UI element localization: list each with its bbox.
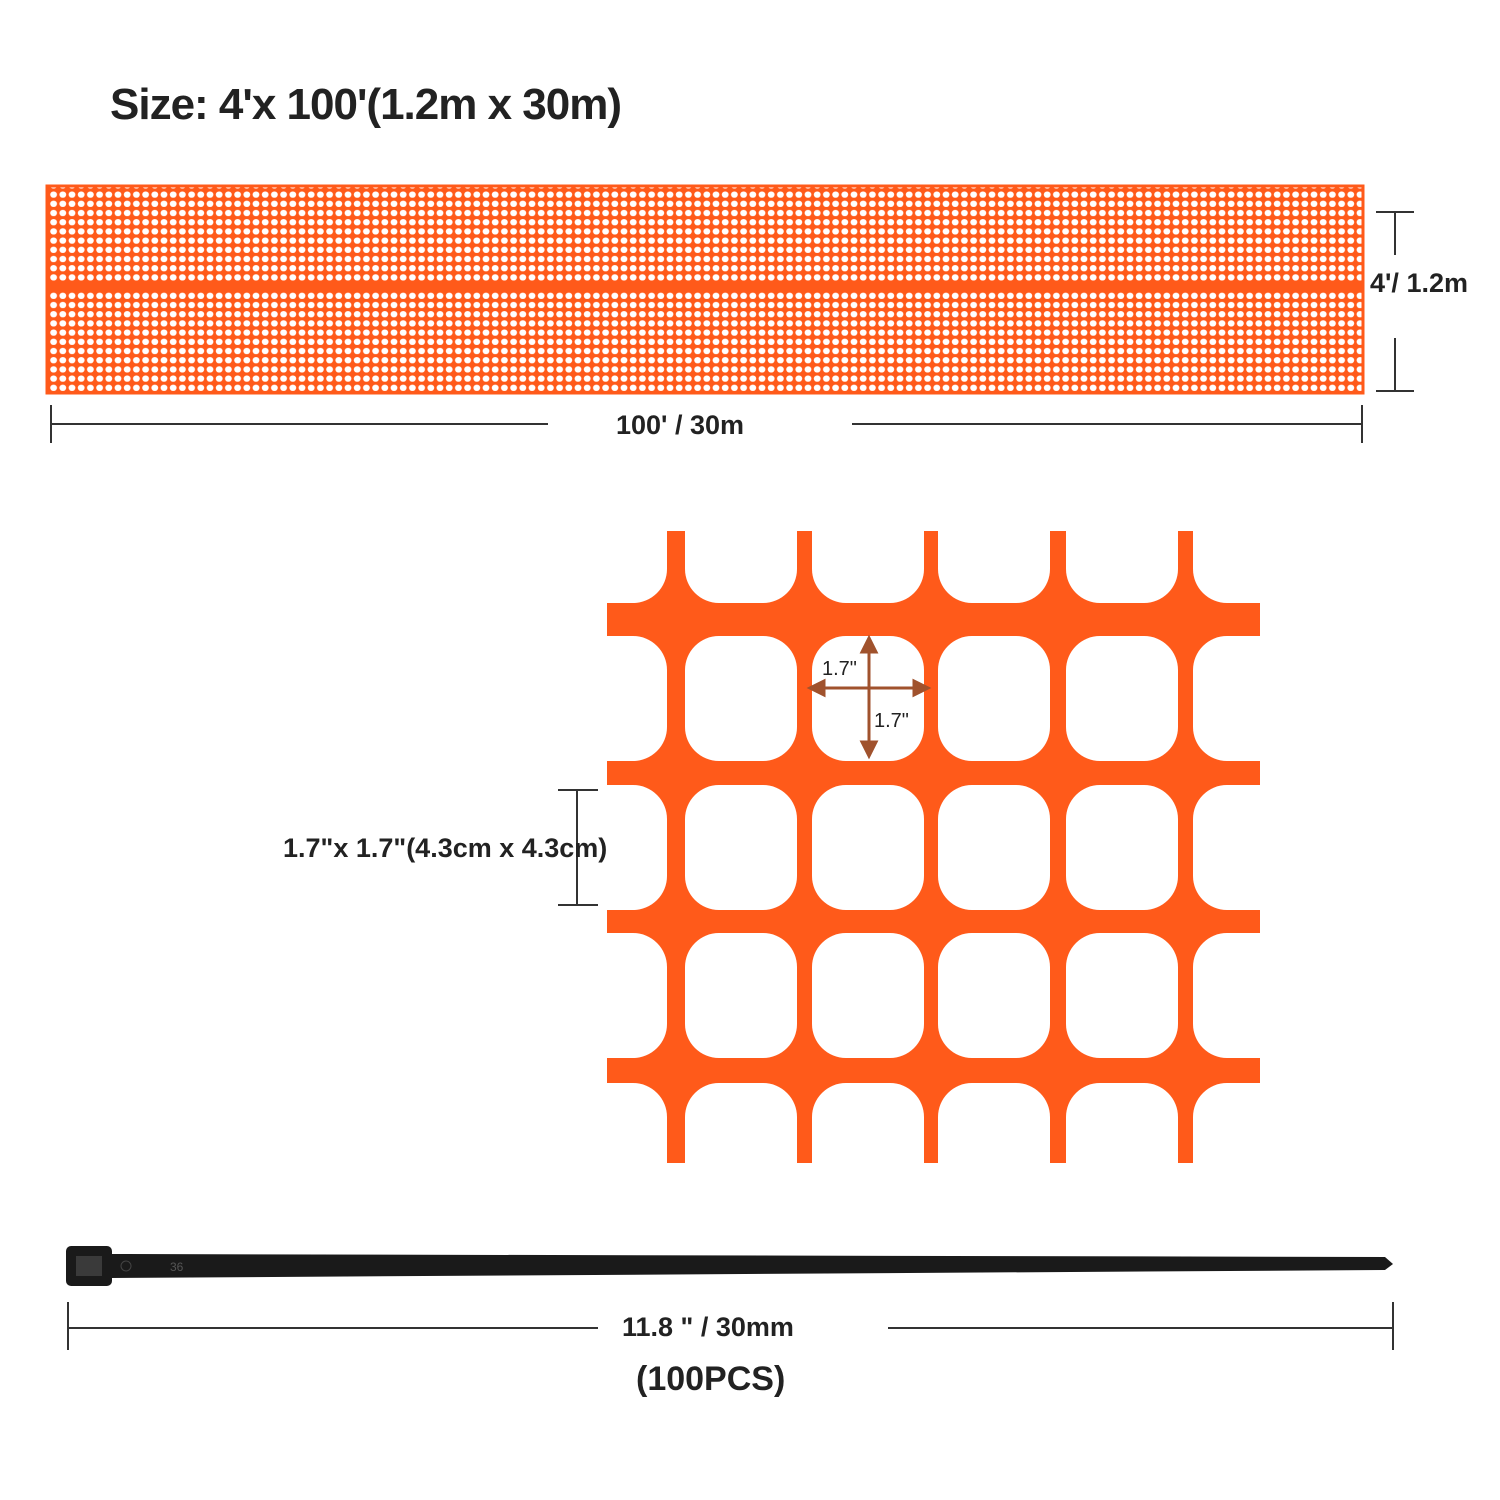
mesh-opening: [1193, 933, 1260, 1058]
mesh-opening: [607, 636, 667, 761]
roll-length-dimension: [50, 405, 1363, 443]
arrow-up-head: [859, 634, 879, 654]
fence-roll-center-band: [47, 282, 1363, 292]
cell-height-label: 1.7": [874, 710, 909, 732]
product-size-title: Size: 4'x 100'(1.2m x 30m): [110, 80, 622, 129]
mesh-closeup-illustration: [558, 531, 1260, 1163]
mesh-opening: [1193, 1083, 1260, 1163]
mesh-opening: [685, 785, 797, 910]
arrow-right-head: [912, 678, 932, 698]
mesh-opening: [812, 933, 924, 1058]
mesh-opening: [812, 531, 924, 603]
mesh-opening: [1066, 531, 1178, 603]
mesh-opening: [1066, 1083, 1178, 1163]
zip-tie: 36: [66, 1246, 1393, 1286]
mesh-opening: [685, 1083, 797, 1163]
mesh-opening: [685, 933, 797, 1058]
mesh-opening: [1066, 636, 1178, 761]
cell-dimension-arrows: [806, 634, 932, 760]
mesh-opening: [1193, 636, 1260, 761]
roll-height-label: 4'/ 1.2m: [1370, 268, 1468, 299]
cell-width-label: 1.7": [822, 658, 857, 680]
mesh-opening: [812, 1083, 924, 1163]
mesh-opening: [607, 785, 667, 910]
mesh-opening: [938, 785, 1050, 910]
mesh-opening: [1066, 785, 1178, 910]
roll-length-label: 100' / 30m: [616, 410, 745, 441]
opening-height-dimension: [558, 789, 598, 906]
arrow-left-head: [806, 678, 826, 698]
opening-size-label: 1.7"x 1.7"(4.3cm x 4.3cm): [283, 833, 608, 863]
mesh-opening: [607, 1083, 667, 1163]
fence-roll-illustration: [45, 184, 1414, 443]
roll-height-dimension: [1376, 211, 1414, 392]
mesh-opening: [685, 531, 797, 603]
zip-tie-length-dimension: [67, 1302, 1394, 1350]
mesh-opening: [938, 636, 1050, 761]
mesh-opening: [812, 785, 924, 910]
zip-tie-length-label: 11.8 " / 30mm: [622, 1312, 794, 1343]
mesh-opening: [938, 1083, 1050, 1163]
mesh-opening: [1066, 933, 1178, 1058]
mesh-opening: [607, 933, 667, 1058]
zip-tie-imprint: 36: [170, 1260, 184, 1274]
zip-tie-strap: [110, 1254, 1393, 1278]
mesh-opening: [685, 636, 797, 761]
zip-tie-quantity-label: (100PCS): [636, 1360, 786, 1398]
arrow-down-head: [859, 740, 879, 760]
mesh-opening: [938, 933, 1050, 1058]
mesh-opening: [607, 531, 667, 603]
mesh-opening: [1193, 531, 1260, 603]
mesh-opening: [1193, 785, 1260, 910]
mesh-opening: [938, 531, 1050, 603]
